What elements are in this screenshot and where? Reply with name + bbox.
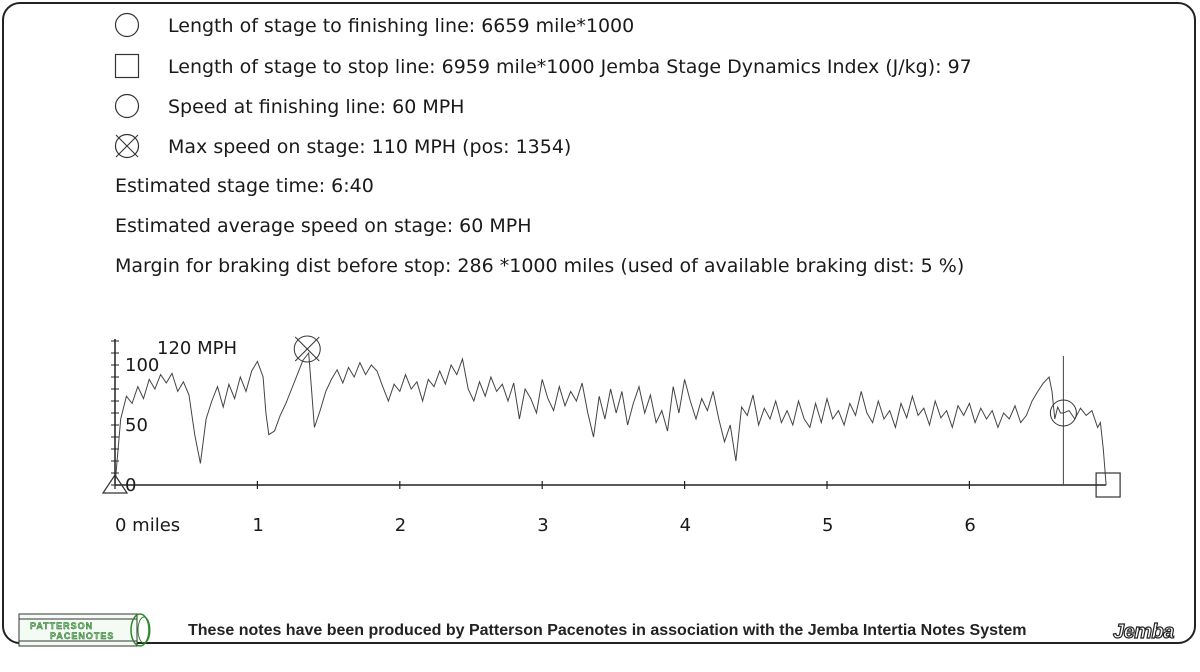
x-tick-label: 2: [395, 515, 406, 536]
y-tick-label: 50: [125, 415, 148, 436]
y-tick-label: 0: [125, 475, 136, 496]
finish-length-text: Length of stage to finishing line: 6659 …: [168, 15, 635, 37]
svg-text:PATTERSON: PATTERSON: [30, 621, 93, 631]
max-speed-marker: [293, 335, 321, 363]
x-tick-label: 5: [822, 515, 833, 536]
max-speed-marker-cross: [294, 336, 320, 362]
x-tick-label: 0 miles: [115, 515, 180, 536]
max-speed-crossed-circle-icon: [114, 133, 140, 159]
max-speed-text: Max speed on stage: 110 MPH (pos: 1354): [168, 136, 572, 158]
x-tick-label: 1: [252, 515, 263, 536]
finish-speed-text: Speed at finishing line: 60 MPH: [168, 96, 465, 118]
stop-square-marker: [1095, 472, 1121, 498]
footer-credit-text: These notes have been produced by Patter…: [188, 622, 1027, 639]
speed-series-line: [114, 351, 1107, 486]
start-triangle-marker: [101, 473, 129, 494]
stage-time-text: Estimated stage time: 6:40: [115, 175, 374, 197]
braking-margin-text: Margin for braking dist before stop: 286…: [115, 255, 965, 277]
x-tick-label: 3: [537, 515, 548, 536]
svg-text:PACENOTES: PACENOTES: [50, 631, 114, 641]
page-frame: [2, 2, 1196, 644]
avg-speed-text: Estimated average speed on stage: 60 MPH: [115, 215, 532, 237]
patterson-pacenotes-logo: PATTERSON PACENOTES: [18, 613, 151, 647]
x-tick-label: 4: [680, 515, 691, 536]
stop-square-icon: [114, 53, 140, 79]
finish-circle-icon: [114, 12, 140, 38]
y-unit-label: 120 MPH: [157, 338, 237, 359]
x-tick-label: 6: [964, 515, 975, 536]
y-tick-label: 100: [125, 355, 159, 376]
finish-speed-circle-icon: [114, 93, 140, 119]
stop-length-text: Length of stage to stop line: 6959 mile*…: [168, 56, 972, 78]
finish-speed-marker: [1049, 399, 1077, 427]
jemba-logo: Jemba: [1112, 620, 1175, 643]
